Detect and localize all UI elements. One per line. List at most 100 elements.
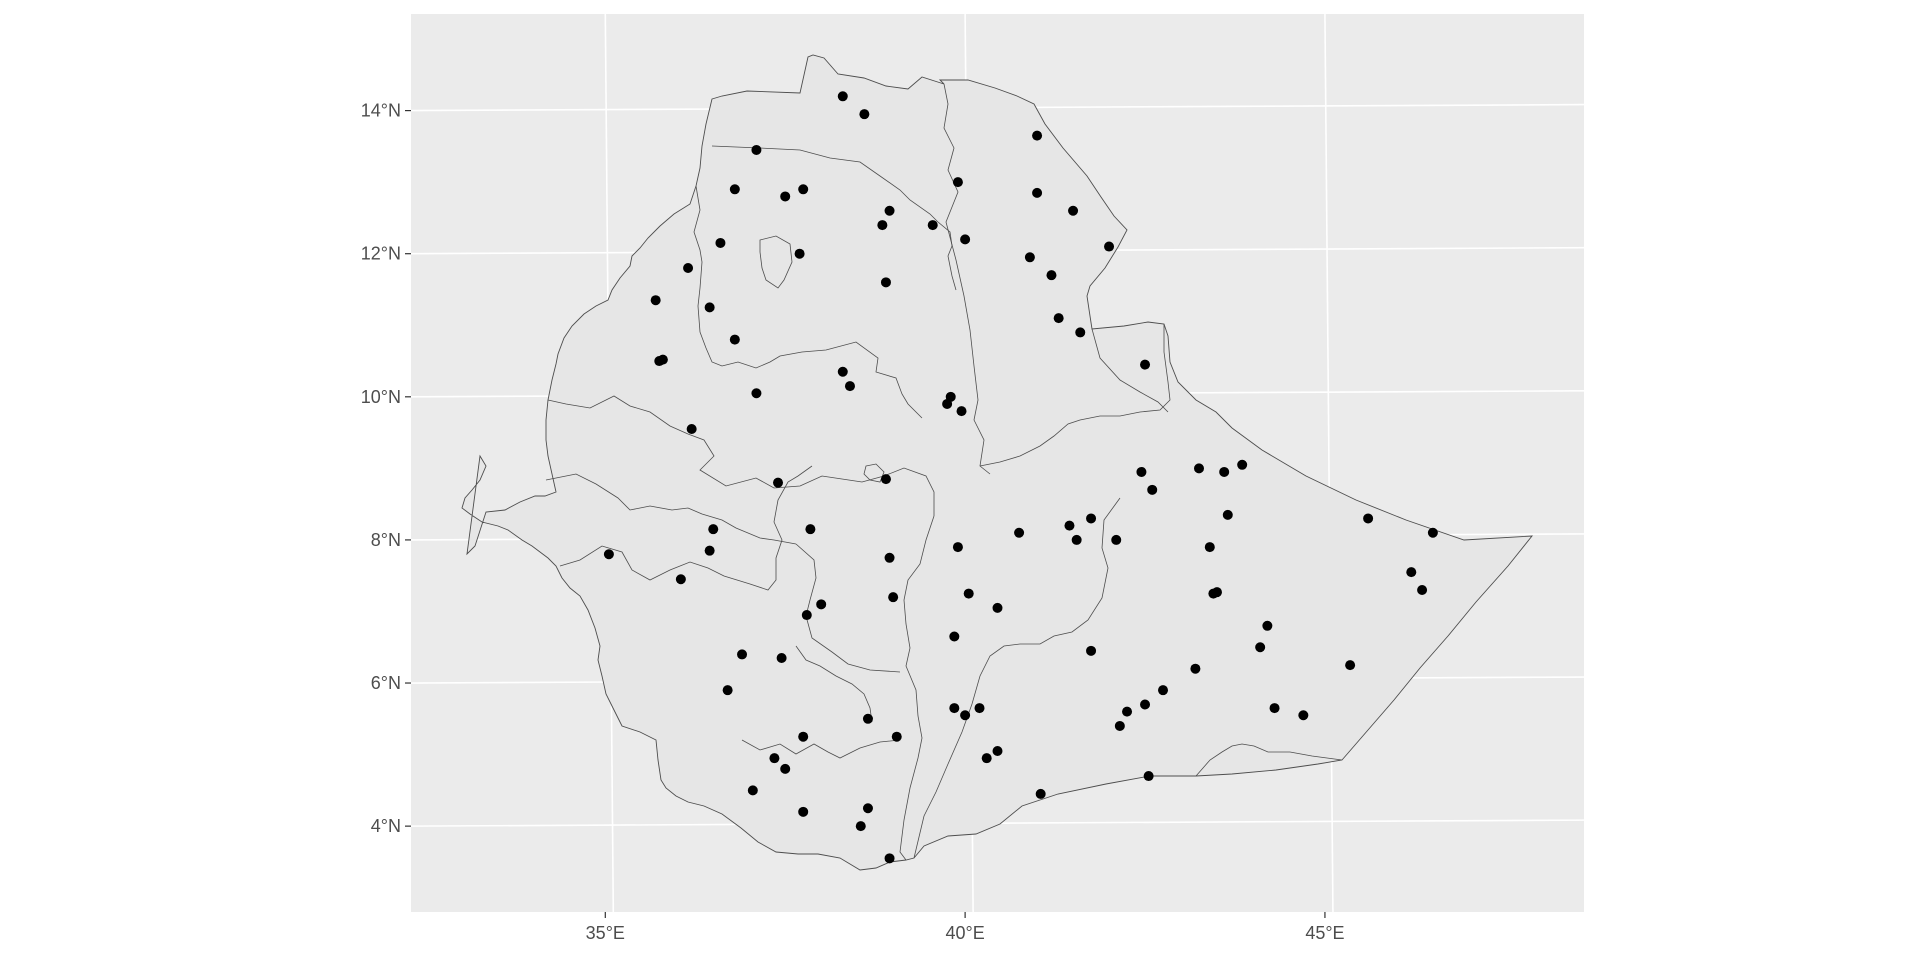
site-point [1064,520,1075,531]
site-point [686,424,697,435]
site-point [1143,771,1154,782]
site-point [780,191,791,202]
site-point [992,746,1003,757]
site-point [715,237,726,248]
site-point [801,610,812,621]
site-point [963,588,974,599]
site-point [880,277,891,288]
site-point [1345,660,1356,671]
region-boundary [547,395,935,516]
site-point [855,821,866,832]
site-point [1086,645,1097,656]
site-point [747,785,758,796]
site-point [1140,699,1151,710]
site-point [942,398,953,409]
region-boundary [711,145,957,291]
region-boundary [693,185,923,419]
y-tick-label: 10°N [361,387,401,407]
region-boundary [913,497,1121,859]
x-tick-label: 40°E [945,923,984,943]
region-boundary [795,645,873,723]
site-point [751,144,762,155]
site-point [884,205,895,216]
site-point [1211,587,1222,598]
site-point [1111,534,1122,545]
site-point [862,713,873,724]
site-point [708,524,719,535]
site-point [880,474,891,485]
country-map [461,54,1533,871]
site-point [1086,513,1097,524]
region-boundary [863,463,885,483]
y-tick-label: 12°N [361,244,401,264]
site-point [949,631,960,642]
site-point [981,753,992,764]
site-point [1046,270,1057,281]
site-point [1068,205,1079,216]
site-point [1053,313,1064,324]
region-boundary [741,739,901,759]
y-axis: 4°N 6°N 8°N 10°N 12°N 14°N [361,101,411,836]
region-boundaries [545,83,1343,861]
site-point [1158,685,1169,696]
site-point [1114,720,1125,731]
site-point [1204,542,1215,553]
site-point [949,703,960,714]
site-point [751,388,762,399]
site-point [1032,130,1043,141]
x-axis: 35°E 40°E 45°E [586,912,1345,943]
site-point [1071,534,1082,545]
site-point [773,477,784,488]
site-point [1032,187,1043,198]
site-point [1406,567,1417,578]
site-point [1122,706,1133,717]
site-point [816,599,827,610]
site-point [1255,642,1266,653]
site-point [704,545,715,556]
site-point [675,574,686,585]
site-point [888,592,899,603]
region-boundary [559,465,813,591]
region-boundary [979,381,1171,467]
site-point [884,552,895,563]
site-point [1222,509,1233,520]
region-boundary [1163,324,1169,383]
y-tick-label: 4°N [371,816,401,836]
site-point [1147,484,1158,495]
region-boundary [1091,328,1169,413]
site-point [1104,241,1115,252]
site-point [960,710,971,721]
site-point [952,177,963,188]
site-point [1193,463,1204,474]
grid-line-x [1324,13,1334,913]
site-point [1269,703,1280,714]
region-boundary [759,235,793,289]
site-point [657,354,668,365]
site-point [683,263,694,274]
site-point [837,91,848,102]
y-tick-label: 8°N [371,530,401,550]
x-tick-label: 35°E [586,923,625,943]
site-point [1024,252,1035,263]
site-point [603,549,614,560]
site-point [837,366,848,377]
site-point [891,731,902,742]
site-point [780,763,791,774]
site-point [927,220,938,231]
site-point [722,685,733,696]
site-point [776,652,787,663]
region-boundary [795,543,901,673]
y-tick-label: 14°N [361,101,401,121]
region-boundary [943,83,991,475]
region-boundary [899,515,935,861]
site-point [729,184,740,195]
site-point [844,381,855,392]
site-point [992,602,1003,613]
region-boundary [545,473,797,545]
site-point [798,184,809,195]
site-point [974,703,985,714]
site-point [1035,788,1046,799]
site-point [1427,527,1438,538]
site-point [1140,359,1151,370]
